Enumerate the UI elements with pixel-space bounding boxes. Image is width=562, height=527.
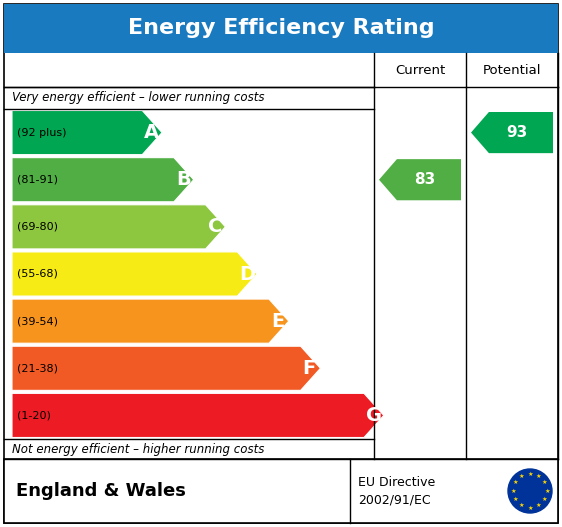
Bar bbox=[4, 459, 558, 523]
Text: (1-20): (1-20) bbox=[17, 411, 51, 421]
Text: Not energy efficient – higher running costs: Not energy efficient – higher running co… bbox=[12, 443, 264, 455]
Text: EU Directive
2002/91/EC: EU Directive 2002/91/EC bbox=[358, 475, 435, 506]
Text: (55-68): (55-68) bbox=[17, 269, 58, 279]
Text: ★: ★ bbox=[519, 474, 524, 479]
Text: Potential: Potential bbox=[483, 63, 541, 76]
Text: ★: ★ bbox=[542, 497, 547, 502]
Text: (21-38): (21-38) bbox=[17, 363, 58, 373]
Text: ★: ★ bbox=[536, 503, 541, 508]
Polygon shape bbox=[12, 393, 384, 437]
Polygon shape bbox=[12, 346, 320, 391]
Polygon shape bbox=[12, 299, 289, 343]
Polygon shape bbox=[379, 159, 461, 200]
Text: F: F bbox=[303, 359, 316, 378]
Text: G: G bbox=[366, 406, 382, 425]
Text: (39-54): (39-54) bbox=[17, 316, 58, 326]
Polygon shape bbox=[12, 111, 162, 154]
Text: D: D bbox=[239, 265, 255, 284]
Text: 93: 93 bbox=[506, 125, 527, 140]
Text: (69-80): (69-80) bbox=[17, 222, 58, 232]
Polygon shape bbox=[12, 158, 194, 202]
Text: ★: ★ bbox=[527, 505, 533, 511]
Text: 83: 83 bbox=[414, 172, 435, 187]
Polygon shape bbox=[12, 205, 225, 249]
Text: (81-91): (81-91) bbox=[17, 175, 58, 185]
Text: ★: ★ bbox=[519, 503, 524, 508]
Text: ★: ★ bbox=[513, 497, 518, 502]
Text: ★: ★ bbox=[536, 474, 541, 479]
Text: England & Wales: England & Wales bbox=[16, 482, 186, 500]
Text: ★: ★ bbox=[510, 489, 516, 493]
Text: (92 plus): (92 plus) bbox=[17, 128, 66, 138]
Text: E: E bbox=[271, 311, 284, 330]
Polygon shape bbox=[12, 252, 257, 296]
Text: A: A bbox=[144, 123, 160, 142]
Text: Current: Current bbox=[395, 63, 445, 76]
Text: Very energy efficient – lower running costs: Very energy efficient – lower running co… bbox=[12, 92, 265, 104]
Polygon shape bbox=[471, 112, 553, 153]
Text: ★: ★ bbox=[527, 472, 533, 476]
Text: ★: ★ bbox=[542, 480, 547, 485]
Bar bbox=[4, 4, 558, 53]
Text: ★: ★ bbox=[513, 480, 518, 485]
Text: ★: ★ bbox=[544, 489, 550, 493]
Text: Energy Efficiency Rating: Energy Efficiency Rating bbox=[128, 18, 434, 38]
Circle shape bbox=[508, 469, 552, 513]
Text: B: B bbox=[176, 170, 191, 189]
Text: C: C bbox=[207, 217, 222, 236]
